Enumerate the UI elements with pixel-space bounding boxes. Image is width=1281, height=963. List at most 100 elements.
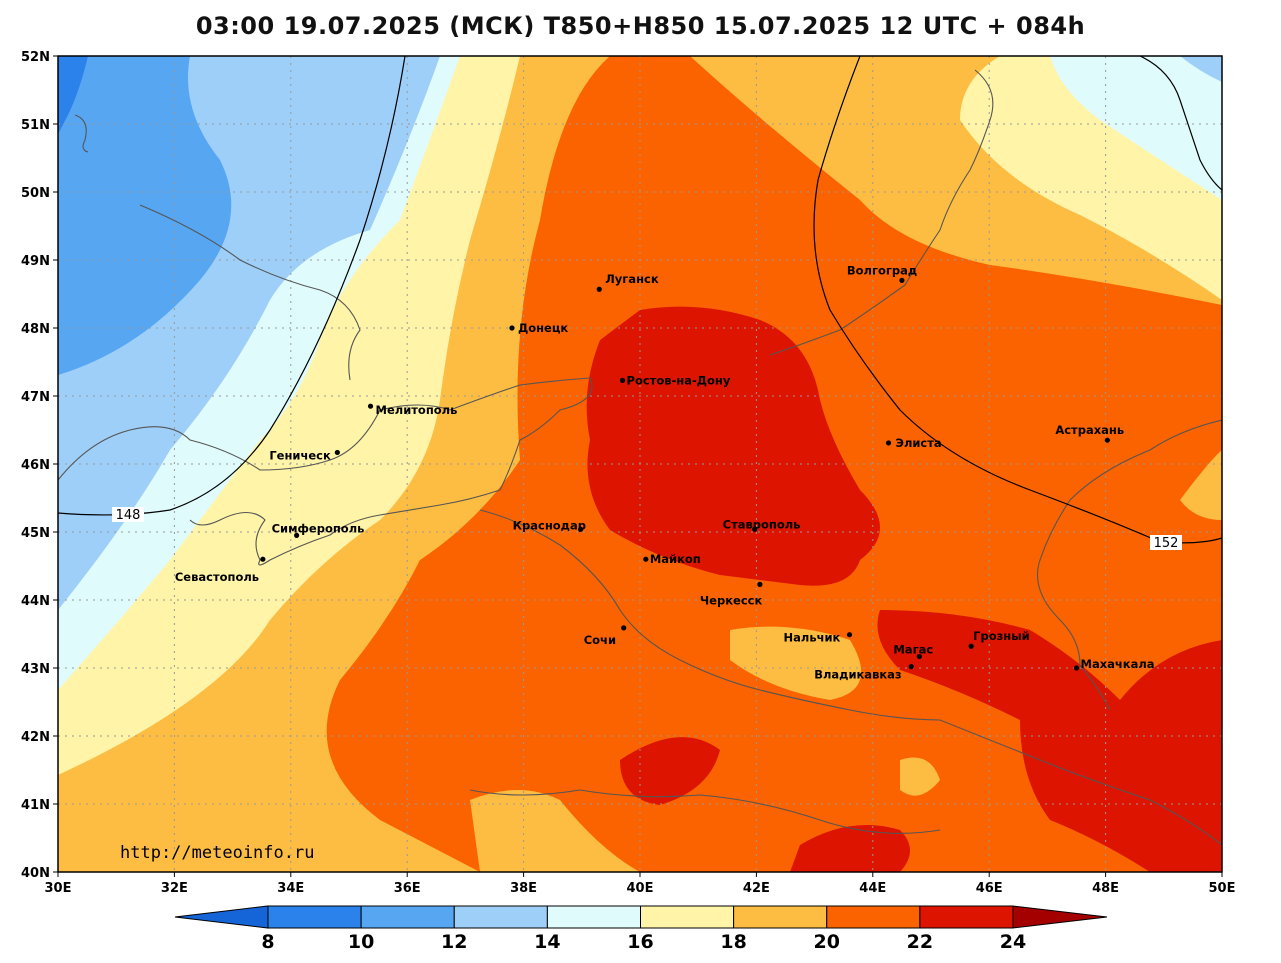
band-12-14-northeast [1180, 56, 1222, 82]
lat-tick-label: 52N [21, 50, 50, 65]
lat-tick-label: 47N [21, 390, 50, 405]
city-dot [885, 440, 892, 446]
city-dot [899, 277, 905, 283]
lon-tick-label: 34E [277, 881, 304, 896]
city-label: Майкоп [650, 552, 701, 566]
city-label: Астрахань [1055, 423, 1124, 437]
colorbar-label: 18 [720, 931, 746, 953]
lat-tick-label: 45N [21, 526, 50, 541]
contour-northeast [1139, 56, 1222, 191]
city-label: Махачкала [1081, 657, 1155, 671]
colorbar-segment [360, 905, 455, 929]
lon-tick-label: 38E [510, 881, 537, 896]
lon-tick-label: 40E [627, 881, 654, 896]
band-18-20-south3 [900, 757, 940, 796]
contour-label-152-bg [1150, 535, 1182, 550]
contour-label-148: 148 [116, 508, 141, 523]
city-label: Черкесск [700, 593, 763, 607]
city-dot [908, 664, 914, 670]
city-dot [578, 526, 584, 532]
colorbar-segment [640, 905, 735, 929]
city-label: Владикавказ [814, 668, 901, 682]
city-dot [916, 653, 922, 660]
colorbar: 8 10 12 14 16 18 20 22 24 [174, 905, 1108, 953]
lon-tick-label: 50E [1209, 881, 1236, 896]
city-dot [509, 325, 515, 331]
latitude-axis: 52N 51N 50N 49N 48N 47N 46N 45N 44N 43N 42N 41N 40N [21, 50, 58, 881]
city-label: Ставрополь [723, 517, 801, 531]
lat-tick-label: 42N [21, 730, 50, 745]
city-dot [619, 377, 626, 383]
city-label: Геническ [269, 448, 331, 462]
city-dot [757, 581, 763, 587]
contour-label-148-bg [112, 507, 144, 522]
city-dot [1104, 437, 1110, 443]
colorbar-segment [546, 905, 641, 929]
band-22-24-core [586, 306, 880, 586]
lon-tick-label: 48E [1092, 881, 1119, 896]
lat-tick-label: 48N [21, 322, 50, 337]
city-dot [596, 286, 602, 292]
city-dot [752, 526, 758, 532]
lat-tick-label: 41N [21, 798, 50, 813]
lat-tick-label: 51N [21, 118, 50, 133]
lon-tick-label: 32E [161, 881, 188, 896]
lon-tick-label: 42E [743, 881, 770, 896]
city-label: Мелитополь [376, 403, 458, 417]
lon-tick-label: 36E [394, 881, 421, 896]
band-22-24-south2 [790, 825, 910, 872]
geopotential-contours [58, 56, 1222, 544]
city-label: Симферополь [272, 521, 365, 535]
city-label: Нальчик [784, 631, 841, 645]
city-dot [621, 625, 627, 631]
city-dot [294, 532, 300, 539]
contour-label-152: 152 [1154, 536, 1179, 551]
colorbar-label: 20 [814, 931, 840, 953]
city-dot [1073, 665, 1080, 671]
city-label: Севастополь [175, 570, 259, 584]
longitude-axis: 30E 32E 34E 36E 38E 40E 42E 44E 46E 48E 50E [45, 872, 1236, 896]
colorbar-label: 14 [534, 931, 560, 953]
colorbar-segment [826, 905, 921, 929]
city-label: Сочи [584, 633, 616, 647]
colorbar-high-arrow [1012, 905, 1108, 929]
colorbar-segment [733, 905, 828, 929]
lon-tick-label: 44E [859, 881, 886, 896]
colorbar-label: 22 [907, 931, 933, 953]
chart-title: 03:00 19.07.2025 (МСК) T850+H850 15.07.2… [195, 12, 1086, 40]
colorbar-label: 12 [441, 931, 467, 953]
city-label: Донецк [518, 321, 568, 335]
band-18-20-south [730, 626, 862, 700]
band-10-12 [58, 56, 232, 375]
lat-tick-label: 40N [21, 866, 50, 881]
watermark: http://meteoinfo.ru [120, 843, 314, 863]
city-label: Магас [893, 642, 933, 656]
colorbar-segment [267, 905, 362, 929]
graticule [58, 56, 1222, 872]
colorbar-segment [919, 905, 1014, 929]
city-markers: Волгоград Луганск Донецк Ростов-на-Дону Мели… [175, 263, 1155, 681]
lat-tick-label: 44N [21, 594, 50, 609]
city-label: Краснодар [513, 518, 586, 532]
lon-tick-label: 46E [976, 881, 1003, 896]
colorbar-label: 8 [261, 931, 274, 953]
city-label: Волгоград [847, 263, 917, 277]
coastline [58, 69, 1222, 846]
contour-148 [58, 56, 406, 516]
band-22-24-east [877, 610, 1222, 872]
lon-tick-label: 30E [45, 881, 72, 896]
colorbar-segment [453, 905, 548, 929]
city-label: Луганск [605, 272, 659, 286]
lat-tick-label: 43N [21, 662, 50, 677]
band-14-16-northeast [1050, 56, 1222, 200]
colorbar-label: 24 [1000, 931, 1026, 953]
city-dot [334, 449, 340, 456]
lat-tick-label: 49N [21, 254, 50, 269]
city-dot [846, 632, 853, 638]
lat-tick-label: 46N [21, 458, 50, 473]
lat-tick-label: 50N [21, 186, 50, 201]
band-22-24-south [620, 737, 720, 805]
city-dot [367, 403, 374, 409]
band-18-20-south2 [470, 790, 640, 872]
